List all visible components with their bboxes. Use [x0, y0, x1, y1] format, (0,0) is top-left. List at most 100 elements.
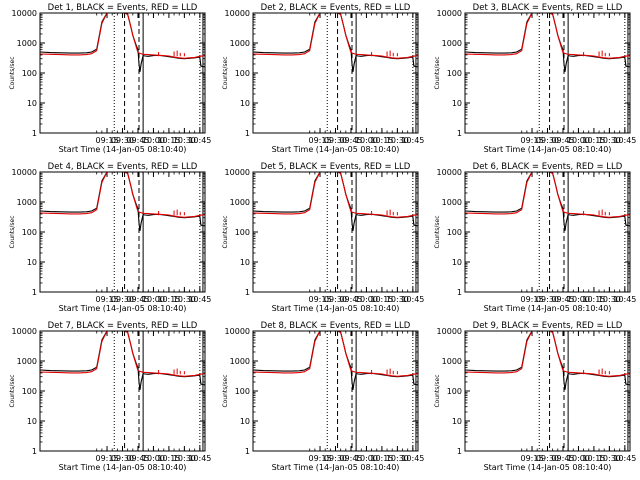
x-tick-label: 09:45	[339, 454, 362, 463]
y-axis-title: Counts/sec	[222, 374, 229, 407]
plot-area	[40, 331, 205, 451]
y-tick-label: 100	[447, 69, 462, 78]
x-tick-label: 10:45	[401, 454, 424, 463]
y-tick-label: 1000	[442, 39, 462, 48]
y-tick-label: 1	[32, 288, 37, 297]
lld-line	[40, 13, 205, 59]
y-tick-label: 100	[235, 69, 250, 78]
y-tick-label: 1000	[17, 39, 37, 48]
x-tick-label: 09:45	[126, 295, 149, 304]
x-tick-label: 10:15	[582, 295, 605, 304]
x-tick-label: 09:45	[126, 136, 149, 145]
x-tick-label: 10:00	[567, 295, 590, 304]
x-tick-label: 10:00	[355, 136, 378, 145]
x-axis-title: Start Time (14-Jan-05 08:10:40)	[272, 145, 400, 154]
x-tick-label: 09:15	[309, 295, 332, 304]
plot-frame	[39, 330, 206, 452]
x-tick-label: 10:15	[370, 295, 393, 304]
y-tick-label: 10000	[12, 168, 37, 177]
y-tick-label: 10000	[437, 168, 462, 177]
y-tick-label: 10000	[225, 9, 250, 18]
y-tick-label: 1	[32, 129, 37, 138]
y-tick-label: 1	[457, 447, 462, 456]
x-tick-label: 10:15	[157, 295, 180, 304]
y-tick-label: 100	[447, 228, 462, 237]
plot-area	[465, 13, 630, 133]
x-tick-label: 09:45	[551, 454, 574, 463]
y-tick-label: 1	[245, 288, 250, 297]
x-tick-label: 10:15	[582, 136, 605, 145]
lld-line	[40, 172, 205, 218]
y-axis-title: Counts/sec	[434, 374, 441, 407]
x-tick-label: 10:30	[173, 295, 196, 304]
y-tick-label: 1000	[442, 357, 462, 366]
plot-area	[253, 331, 418, 451]
x-tick-label: 10:00	[355, 295, 378, 304]
x-tick-label: 09:45	[339, 295, 362, 304]
x-tick-label: 10:30	[173, 454, 196, 463]
y-tick-label: 10	[452, 99, 462, 108]
plot-frame	[252, 171, 419, 293]
x-tick-label: 09:45	[339, 136, 362, 145]
y-tick-label: 10	[240, 99, 250, 108]
lld-line	[253, 331, 418, 377]
x-tick-label: 09:45	[551, 136, 574, 145]
y-tick-label: 100	[22, 228, 37, 237]
y-tick-label: 1000	[230, 357, 250, 366]
x-tick-label: 09:30	[324, 454, 347, 463]
lld-line	[40, 331, 205, 377]
x-tick-label: 09:30	[536, 295, 559, 304]
panel-det-3: Det 3, BLACK = Events, RED = LLD 1 10 100 10…	[434, 3, 636, 154]
x-tick-label: 10:00	[567, 454, 590, 463]
panel-title: Det 6, BLACK = Events, RED = LLD	[473, 162, 623, 172]
x-axis-title: Start Time (14-Jan-05 08:10:40)	[484, 145, 612, 154]
y-tick-label: 10000	[225, 327, 250, 336]
x-tick-label: 09:15	[96, 295, 119, 304]
panel-title: Det 5, BLACK = Events, RED = LLD	[261, 162, 411, 172]
x-tick-label: 10:45	[401, 136, 424, 145]
plot-area	[253, 172, 418, 292]
lld-line	[465, 172, 630, 218]
plot-area	[253, 13, 418, 133]
y-axis-title: Counts/sec	[222, 56, 229, 89]
x-tick-label: 09:30	[324, 295, 347, 304]
y-axis-title: Counts/sec	[434, 215, 441, 248]
x-tick-label: 09:15	[96, 454, 119, 463]
y-tick-label: 10	[27, 258, 37, 267]
x-axis-title: Start Time (14-Jan-05 08:10:40)	[59, 145, 187, 154]
x-tick-label: 09:15	[521, 136, 544, 145]
x-tick-label: 09:15	[521, 454, 544, 463]
y-tick-label: 10000	[225, 168, 250, 177]
y-tick-label: 100	[235, 387, 250, 396]
panel-title: Det 3, BLACK = Events, RED = LLD	[473, 3, 623, 13]
panel-title: Det 2, BLACK = Events, RED = LLD	[261, 3, 411, 13]
x-tick-label: 09:30	[324, 136, 347, 145]
x-tick-label: 10:15	[370, 454, 393, 463]
y-axis-title: Counts/sec	[9, 215, 16, 248]
y-tick-label: 1000	[442, 198, 462, 207]
y-tick-label: 100	[22, 69, 37, 78]
panels: Det 1, BLACK = Events, RED = LLD11010010…	[9, 3, 636, 472]
panel-det-5: Det 5, BLACK = Events, RED = LLD 1 10 100 10…	[222, 162, 424, 313]
plot-area	[40, 13, 205, 133]
x-tick-label: 09:15	[309, 454, 332, 463]
y-tick-label: 10	[240, 258, 250, 267]
x-tick-label: 10:30	[173, 136, 196, 145]
panel-title: Det 4, BLACK = Events, RED = LLD	[48, 162, 198, 172]
y-tick-label: 10	[27, 99, 37, 108]
x-tick-label: 09:30	[536, 454, 559, 463]
panel-title: Det 1, BLACK = Events, RED = LLD	[48, 3, 198, 13]
y-tick-label: 100	[447, 387, 462, 396]
x-tick-label: 10:00	[142, 295, 165, 304]
panel-title: Det 9, BLACK = Events, RED = LLD	[473, 321, 623, 331]
y-tick-label: 100	[235, 228, 250, 237]
y-tick-label: 1	[245, 129, 250, 138]
x-tick-label: 10:00	[142, 136, 165, 145]
x-axis-title: Start Time (14-Jan-05 08:10:40)	[272, 304, 400, 313]
x-tick-label: 09:30	[111, 295, 134, 304]
panel-det-8: Det 8, BLACK = Events, RED = LLD 1 10 100 10…	[222, 321, 424, 472]
y-axis-title: Counts/sec	[222, 215, 229, 248]
panel-det-1: Det 1, BLACK = Events, RED = LLD 1 10 100 10…	[9, 3, 211, 154]
y-tick-label: 10	[452, 258, 462, 267]
x-tick-label: 09:30	[536, 136, 559, 145]
